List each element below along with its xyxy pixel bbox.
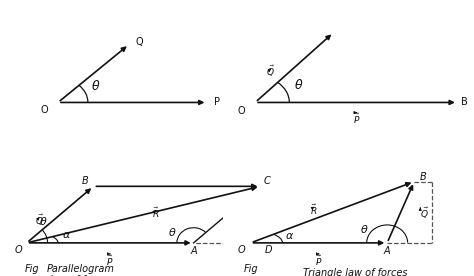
- Text: A: A: [384, 246, 391, 256]
- Text: $\vec{P}$: $\vec{P}$: [107, 254, 114, 268]
- Text: Fig: Fig: [25, 264, 39, 274]
- Text: C: C: [263, 176, 270, 186]
- Text: $\vec{R}$: $\vec{R}$: [310, 203, 318, 217]
- Text: P: P: [214, 97, 220, 107]
- Text: $\vec{Q}$: $\vec{Q}$: [420, 206, 429, 221]
- Text: $\vec{P}$: $\vec{P}$: [315, 254, 323, 268]
- Text: Q: Q: [135, 37, 143, 47]
- Text: D: D: [265, 245, 273, 255]
- Text: Fig: Fig: [244, 264, 258, 274]
- Text: $\theta$: $\theta$: [168, 226, 177, 238]
- Text: O: O: [238, 106, 246, 116]
- Text: O: O: [238, 245, 246, 255]
- Text: $\vec{R}$: $\vec{R}$: [152, 206, 160, 220]
- Text: $\vec{P}$: $\vec{P}$: [353, 112, 360, 126]
- Text: $\vec{Q}$: $\vec{Q}$: [266, 64, 275, 79]
- Text: B: B: [420, 172, 427, 182]
- Text: B: B: [461, 97, 468, 107]
- Text: O: O: [15, 245, 22, 255]
- Text: $\alpha$: $\alpha$: [62, 230, 71, 240]
- Text: $\theta$: $\theta$: [360, 223, 369, 235]
- Text: $\vec{Q}$: $\vec{Q}$: [35, 213, 44, 228]
- Text: Triangle law of forces: Triangle law of forces: [303, 268, 408, 276]
- Text: $\theta$: $\theta$: [294, 78, 303, 92]
- Text: $\theta$: $\theta$: [39, 215, 48, 227]
- Text: O: O: [40, 105, 48, 115]
- Text: $\theta$: $\theta$: [91, 79, 100, 93]
- Text: B: B: [82, 176, 89, 186]
- Text: Parallelogram
law of forces: Parallelogram law of forces: [47, 264, 115, 276]
- Text: $\alpha$: $\alpha$: [285, 231, 294, 241]
- Text: A: A: [190, 246, 197, 256]
